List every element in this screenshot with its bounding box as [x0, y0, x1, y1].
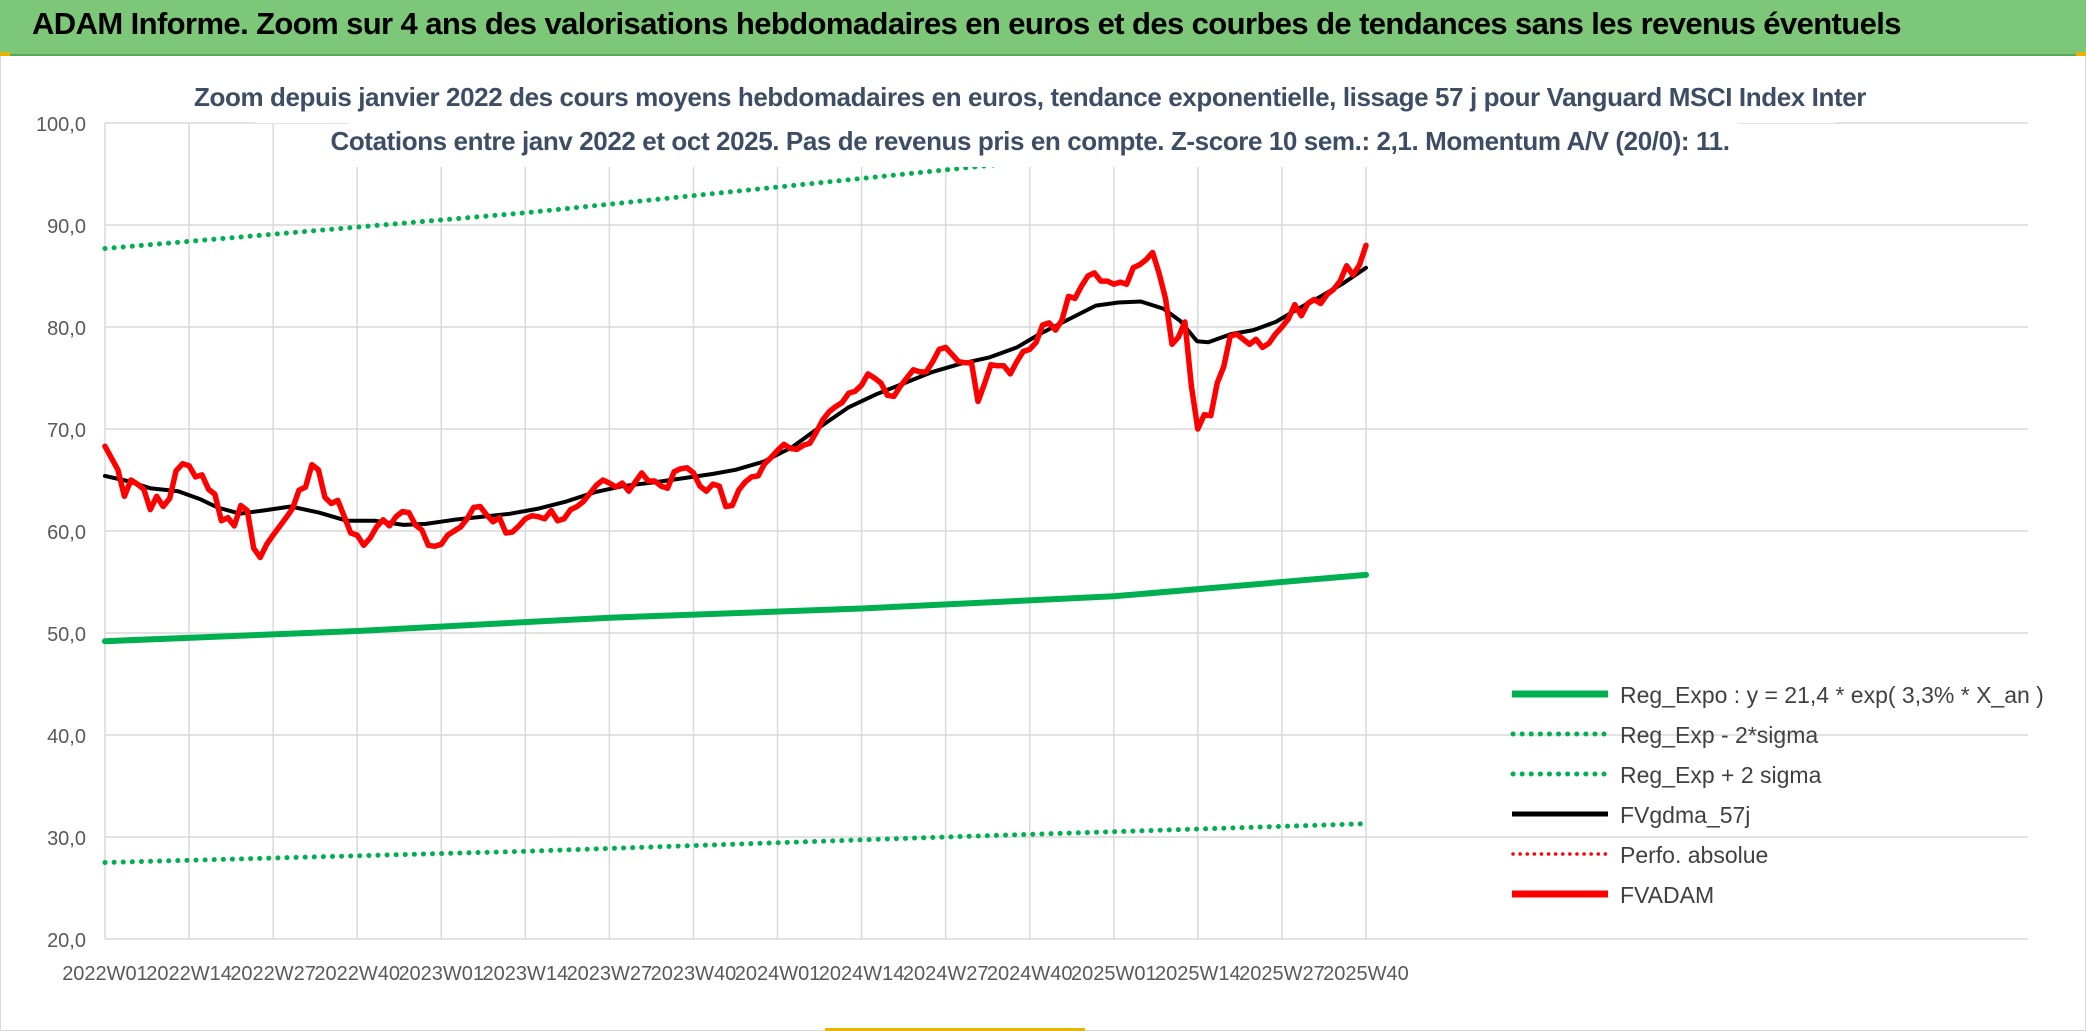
- x-tick-label: 2023W40: [651, 963, 737, 985]
- legend-swatch-dotted-green-icon: [1510, 771, 1610, 777]
- x-tick-label: 2022W14: [146, 963, 232, 985]
- legend-swatch-dotted-green-icon: [1510, 731, 1610, 737]
- legend-label: Reg_Expo : y = 21,4 * exp( 3,3% * X_an ): [1620, 682, 2044, 708]
- header-banner: ADAM Informe. Zoom sur 4 ans des valoris…: [0, 0, 2086, 56]
- legend-label: Perfo. absolue: [1620, 842, 1769, 868]
- legend-label: FVgdma_57j: [1620, 802, 1751, 828]
- series-fvgdma: [103, 265, 1368, 527]
- banner-corner-right: [2076, 52, 2086, 56]
- y-tick-label: 100,0: [36, 114, 86, 136]
- x-tick-label: 2023W01: [398, 963, 484, 985]
- series-reg-expo: [102, 571, 1369, 645]
- x-tick-label: 2025W40: [1323, 963, 1409, 985]
- legend-swatch-solid-green-icon: [1512, 690, 1608, 698]
- series-fvadam: [102, 242, 1369, 561]
- x-tick-label: 2022W27: [230, 963, 316, 985]
- x-tick-label: 2023W27: [567, 963, 653, 985]
- y-tick-label: 60,0: [47, 522, 86, 544]
- x-tick-label: 2024W40: [987, 963, 1073, 985]
- legend-swatch-dotted-red-icon: [1511, 852, 1610, 856]
- chart-subtitle: Cotations entre janv 2022 et oct 2025. P…: [330, 126, 1730, 156]
- x-tick-label: 2025W01: [1071, 963, 1157, 985]
- y-tick-label: 50,0: [47, 624, 86, 646]
- y-tick-label: 20,0: [47, 930, 86, 952]
- x-tick-label: 2023W14: [483, 963, 569, 985]
- legend-swatch-solid-black-icon: [1512, 811, 1608, 817]
- banner-corner-left: [0, 52, 10, 56]
- chart-title: Zoom depuis janvier 2022 des cours moyen…: [194, 82, 1866, 112]
- series-reg-exp-minus: [102, 821, 1369, 865]
- x-tick-label: 2024W14: [819, 963, 905, 985]
- legend-label: Reg_Exp - 2*sigma: [1620, 722, 1819, 748]
- y-tick-label: 40,0: [47, 726, 86, 748]
- x-tick-label: 2024W01: [735, 963, 821, 985]
- x-tick-label: 2025W14: [1155, 963, 1241, 985]
- y-tick-label: 80,0: [47, 318, 86, 340]
- x-tick-label: 2022W40: [314, 963, 400, 985]
- x-tick-label: 2024W27: [903, 963, 989, 985]
- subtitle-background: [348, 122, 1738, 167]
- y-tick-label: 90,0: [47, 216, 86, 238]
- x-tick-label: 2025W27: [1239, 963, 1325, 985]
- legend-label: Reg_Exp + 2 sigma: [1620, 762, 1822, 788]
- title-background: [255, 78, 1835, 123]
- y-tick-label: 70,0: [47, 420, 86, 442]
- bottom-accent: [825, 1028, 1085, 1031]
- legend-swatch-solid-red-icon: [1512, 890, 1608, 898]
- x-tick-label: 2022W01: [62, 963, 148, 985]
- y-tick-label: 30,0: [47, 828, 86, 850]
- legend-label: FVADAM: [1620, 882, 1715, 908]
- banner-title: ADAM Informe. Zoom sur 4 ans des valoris…: [32, 6, 1902, 41]
